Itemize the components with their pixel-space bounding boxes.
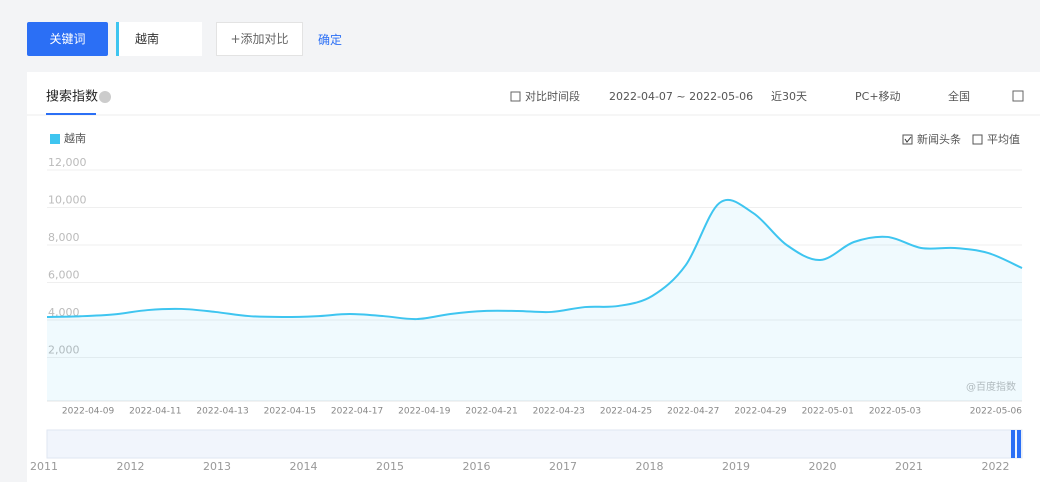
navigator [46,429,1023,459]
x-tick-label: 2022-04-21 [465,407,517,417]
x-tick-label: 2022-04-13 [196,407,248,417]
y-tick-label: 10,000 [48,194,87,207]
compare-period[interactable]: 对比时间段 [525,89,580,103]
panel [27,72,1040,482]
tab-underline [46,113,96,115]
check-mark [904,136,912,143]
help-icon[interactable] [99,91,111,103]
legend-label: 越南 [64,131,86,145]
x-tick-label: 2022-04-15 [264,407,316,417]
year-label: 2019 [722,460,750,473]
x-tick-label: 2022-04-11 [129,407,181,417]
tab[interactable]: 搜索指数 [46,90,98,105]
year-label: 2016 [463,460,491,473]
year-label: 2017 [549,460,577,473]
legend-swatch [50,134,60,144]
device-select[interactable]: PC+移动 [855,90,901,103]
confirm-link[interactable]: 确定 [318,33,343,47]
x-tick-label: 2022-04-27 [667,407,719,417]
x-tick-label: 2022-05-03 [869,407,921,417]
y-tick-label: 6,000 [48,269,80,282]
x-tick-label: 2022-04-17 [331,407,383,417]
area [47,199,1022,401]
navigator-handle[interactable] [1017,430,1021,458]
year-label: 2022 [982,460,1010,473]
news-toggle[interactable]: 新闻头条 [917,132,961,146]
date-range[interactable]: 2022-04-07 ~ 2022-05-06 [609,90,753,103]
checkbox[interactable] [902,134,913,145]
x-tick-label: 2022-05-06 [970,407,1023,417]
year-label: 2011 [30,460,58,473]
year-label: 2018 [636,460,664,473]
region-select[interactable]: 全国 [948,89,970,103]
checkbox[interactable] [510,91,521,102]
x-tick-label: 2022-04-29 [734,407,787,417]
x-tick-label: 2022-04-25 [600,407,652,417]
x-tick-label: 2022-04-23 [533,407,585,417]
year-label: 2015 [376,460,404,473]
keyword-button[interactable]: 关键词 [27,22,108,56]
x-tick-label: 2022-04-19 [398,407,451,417]
x-tick-label: 2022-04-09 [62,407,115,417]
year-label: 2012 [117,460,145,473]
y-tick-label: 12,000 [48,156,87,169]
average-toggle[interactable]: 平均值 [987,133,1020,146]
watermark: @百度指数 [966,380,1016,393]
period-select[interactable]: 近30天 [771,90,807,103]
navigator-handle[interactable] [1011,430,1015,458]
x-tick-label: 2022-05-01 [802,407,854,417]
add-compare[interactable]: +添加对比 [216,22,303,56]
checkbox[interactable] [972,134,983,145]
export-icon[interactable] [1012,90,1024,102]
line [46,198,1023,321]
year-label: 2014 [290,460,318,473]
year-label: 2021 [895,460,923,473]
y-tick-label: 2,000 [48,344,80,357]
year-label: 2013 [203,460,231,473]
year-label: 2020 [809,460,837,473]
y-tick-label: 8,000 [48,231,80,244]
keyword-input[interactable]: 越南 [116,22,202,56]
